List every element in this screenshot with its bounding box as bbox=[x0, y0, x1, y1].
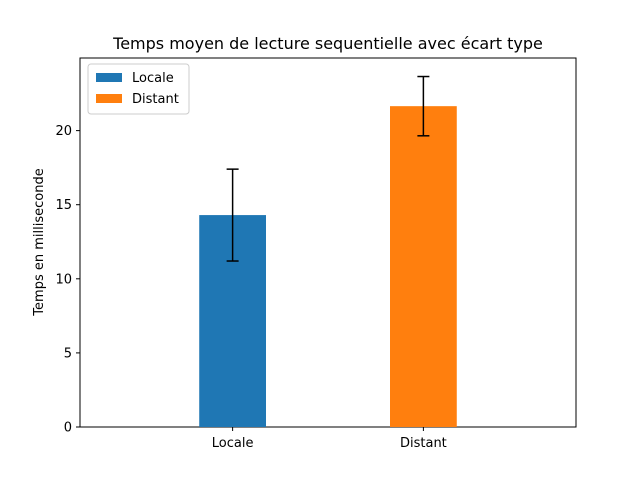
plot-frame bbox=[79, 57, 577, 428]
plot-area bbox=[79, 57, 577, 428]
y-tick-label: 10 bbox=[55, 272, 72, 287]
y-tick-label: 5 bbox=[64, 346, 72, 361]
legend-label: Locale bbox=[132, 71, 174, 86]
legend-label: Distant bbox=[132, 92, 179, 107]
error-bar-locale bbox=[226, 168, 239, 262]
y-tick-label: 0 bbox=[64, 421, 72, 436]
y-tick-label: 15 bbox=[55, 198, 72, 213]
error-bars-group bbox=[226, 75, 430, 262]
y-tick-label: 20 bbox=[55, 124, 72, 139]
x-tick-label: Locale bbox=[212, 436, 254, 451]
chart-title: Temps moyen de lecture sequentielle avec… bbox=[112, 34, 543, 53]
legend-swatch bbox=[96, 73, 122, 82]
y-axis: 0 5 10 15 20 bbox=[55, 124, 80, 436]
bars-group bbox=[199, 106, 457, 427]
x-tick-label: Distant bbox=[400, 436, 447, 451]
x-axis: Locale Distant bbox=[212, 427, 447, 451]
legend-swatch bbox=[96, 94, 122, 103]
error-bar-distant bbox=[417, 75, 430, 137]
bar-distant bbox=[390, 106, 457, 427]
legend: Locale Distant bbox=[87, 63, 190, 115]
y-axis-label: Temps en milliseconde bbox=[32, 168, 47, 316]
